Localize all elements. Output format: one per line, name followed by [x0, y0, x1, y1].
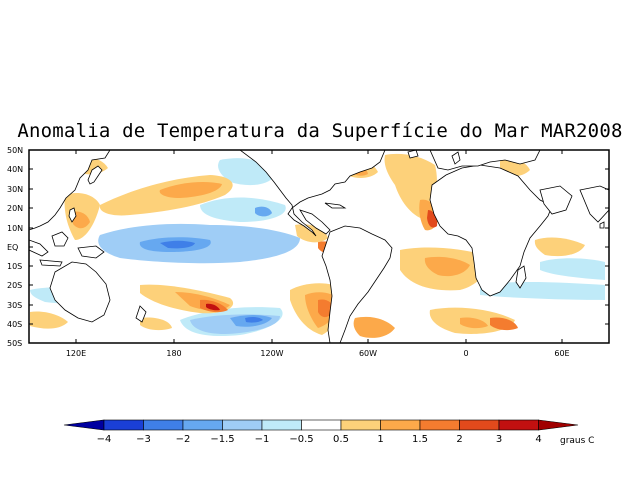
land-new-zealand — [135, 305, 147, 323]
lon-label: 0 — [463, 349, 469, 358]
lon-ticks — [75, 150, 563, 343]
colorbar-label: 1.5 — [412, 434, 428, 445]
land-java — [39, 259, 63, 267]
colorbar-high-arrow — [538, 419, 579, 431]
land-japan — [87, 165, 103, 185]
cold-core-equatorial-inner — [160, 240, 195, 249]
colorbar-label: 3 — [495, 434, 503, 445]
colorbar-units: graus C — [560, 436, 595, 446]
lat-label: 40N — [7, 165, 24, 174]
lon-label: 180 — [166, 349, 182, 358]
colorbar-label: −1 — [254, 434, 270, 445]
colorbar-label: −3 — [136, 434, 151, 445]
lat-label: EQ — [7, 243, 19, 252]
colorbar-low-arrow — [63, 419, 105, 431]
land-arabia — [539, 185, 573, 215]
colorbar-swatch — [103, 419, 144, 431]
colorbar-label: −0.5 — [289, 434, 314, 445]
colorbar-swatch — [261, 419, 302, 431]
lon-label: 60W — [358, 349, 378, 358]
colorbar — [63, 419, 579, 431]
cold-core-south-inner — [245, 316, 263, 323]
colorbar-label: 2 — [456, 434, 463, 445]
warm-anomaly-argentina — [353, 316, 395, 338]
colorbar-label: 1 — [377, 434, 384, 445]
lat-label: 20S — [7, 281, 23, 290]
lat-label: 20N — [7, 204, 24, 213]
colorbar-label: 0.5 — [333, 434, 349, 445]
lat-label: 50S — [7, 339, 23, 348]
colorbar-label: −2 — [175, 434, 191, 445]
colorbar-swatch — [143, 419, 184, 431]
warm-anomaly-north-pacific-core — [159, 182, 222, 198]
colorbar-label: −1.5 — [210, 434, 235, 445]
lat-label: 30N — [7, 185, 24, 194]
land-philippines — [68, 207, 77, 223]
lat-label: 30S — [7, 301, 23, 310]
warm-anomaly-indian-ocean — [534, 237, 585, 257]
land-north-america — [239, 150, 386, 237]
warm-anomaly-south-pacific-west — [140, 317, 172, 331]
land-east-asia — [29, 150, 111, 231]
warm-anomaly-africa-south-core — [460, 317, 488, 329]
colorbar-swatch — [182, 419, 223, 431]
warm-anomaly-south-indian — [490, 317, 518, 331]
land-africa — [429, 164, 553, 297]
land-australia — [49, 261, 111, 323]
land-cuba — [324, 202, 347, 209]
lon-label: 60E — [554, 349, 570, 358]
land-madagascar — [515, 265, 527, 289]
map-title: Anomalia de Temperatura da Superfície do… — [17, 120, 623, 142]
lat-label: 10S — [7, 262, 23, 271]
cold-core-north — [255, 206, 272, 217]
land-british-isles — [451, 151, 461, 165]
lat-label: 40S — [7, 320, 23, 329]
continents — [29, 150, 609, 343]
colorbar-label: −4 — [96, 434, 112, 445]
lon-label: 120E — [65, 349, 87, 358]
warm-anomaly-regions — [30, 153, 585, 338]
colorbar-swatch — [380, 419, 421, 431]
colorbar-swatch — [301, 419, 342, 431]
land-india — [579, 185, 609, 223]
warm-anomaly-south-pacific-center — [206, 303, 220, 311]
colorbar-swatch — [222, 419, 263, 431]
warm-anomaly-west-pacific-core — [72, 211, 90, 229]
warm-anomaly-south-atlantic-core — [424, 256, 470, 277]
colorbar-swatch — [419, 419, 460, 431]
lon-label: 120W — [260, 349, 284, 358]
lat-label: 10N — [7, 224, 24, 233]
land-borneo — [51, 231, 69, 247]
land-sumatra — [29, 239, 49, 257]
land-south-america — [321, 225, 393, 343]
colorbar-label: 4 — [535, 434, 542, 445]
lat-label: 50N — [7, 146, 24, 155]
colorbar-swatch — [498, 419, 539, 431]
strong-cool-cores — [139, 206, 272, 327]
cool-anomaly-south-atlantic — [480, 281, 605, 300]
land-new-guinea — [77, 245, 105, 259]
cool-anomaly-indian — [540, 258, 605, 280]
land-central-america — [299, 209, 331, 235]
colorbar-swatch — [459, 419, 500, 431]
land-sri-lanka — [599, 221, 605, 229]
colorbar-swatch — [340, 419, 381, 431]
warm-anomaly-southern-ocean — [30, 311, 68, 329]
lat-ticks — [29, 149, 609, 344]
